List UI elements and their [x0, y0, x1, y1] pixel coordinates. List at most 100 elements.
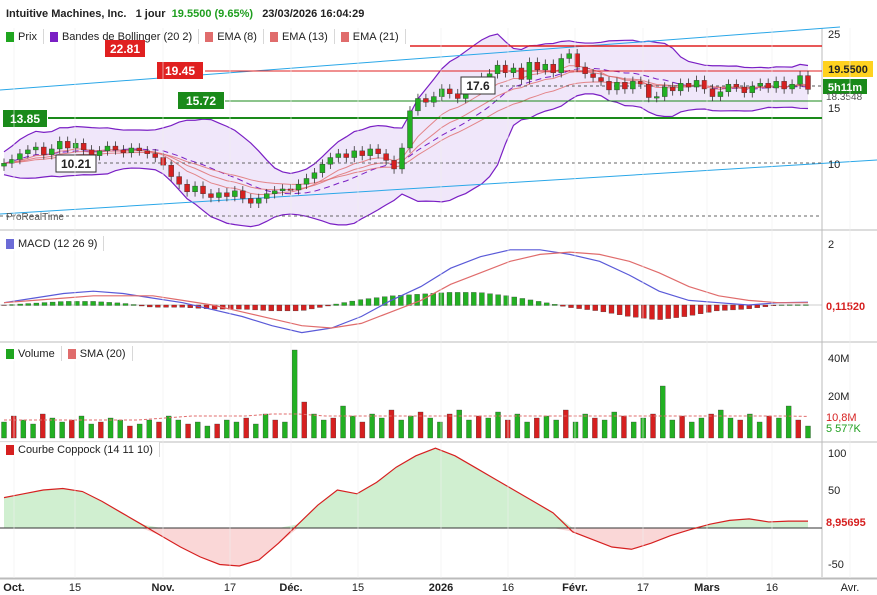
volume-bar [572, 421, 579, 439]
macd-histogram-bar [778, 304, 785, 306]
price-candle [96, 150, 103, 156]
macd-histogram-bar [471, 292, 477, 306]
macd-histogram-bar [762, 304, 769, 307]
legend-label: Prix [18, 30, 37, 43]
price-candle [606, 81, 612, 91]
price-candle [72, 143, 79, 149]
price-candle [80, 143, 87, 151]
legend-label: EMA (13) [281, 30, 328, 43]
level-label-10-21-box [55, 154, 97, 173]
price-candle [423, 98, 429, 103]
volume-bar [601, 419, 608, 439]
price-candle [757, 83, 763, 87]
macd-histogram-bar [568, 304, 574, 308]
countdown: 5h11m [828, 82, 862, 94]
price-candle [542, 63, 549, 71]
volume-bar [543, 415, 550, 439]
coppock-negative-area [4, 528, 808, 566]
price-candle [152, 153, 158, 158]
legend-label: EMA (8) [217, 30, 257, 43]
price-legend: Prix Bandes de Bollinger (20 2) EMA (8) EMA… [0, 28, 406, 45]
price-candle [590, 73, 596, 78]
bollinger-up-line [3, 33, 809, 175]
price-candle [287, 188, 294, 191]
legend-item[interactable]: EMA (13) [264, 29, 335, 44]
macd-histogram-bar [301, 304, 307, 311]
price-candle [630, 81, 636, 90]
price-candle [717, 91, 724, 97]
macd-histogram-bar [673, 304, 679, 318]
macd-histogram-bar [122, 303, 129, 306]
macd-histogram-bar [325, 304, 331, 307]
volume-legend-item[interactable]: Volume [0, 346, 62, 361]
price-candle [773, 81, 779, 89]
macd-histogram-bar [66, 301, 72, 306]
macd-histogram-bar [576, 304, 582, 309]
macd-histogram-bar [787, 304, 793, 306]
macd-histogram-bar [689, 304, 696, 316]
price-candle [9, 159, 15, 164]
volume-bar [69, 419, 75, 439]
legend-label: EMA (21) [352, 30, 399, 43]
price-candle [208, 193, 214, 198]
volume-legend-label: SMA (20) [79, 347, 126, 360]
macd-histogram-bar [714, 304, 720, 312]
volume-legend-swatch [67, 348, 76, 359]
x-axis-label: 16 [502, 582, 514, 594]
volume-legend-item[interactable]: SMA (20) [62, 346, 133, 361]
macd-histogram-bar [438, 292, 445, 306]
price-candle [49, 148, 55, 155]
macd-histogram-bar [527, 299, 534, 306]
price-candle [168, 164, 174, 177]
volume-bar [127, 425, 133, 439]
period[interactable]: 1 jour [135, 8, 166, 20]
price-candle [271, 190, 278, 194]
legend-item[interactable]: Prix [0, 29, 44, 44]
price-candle [263, 193, 270, 199]
volume-bar [253, 423, 259, 439]
price-candle [455, 93, 461, 99]
price-candle [431, 96, 437, 103]
price-candle [383, 153, 389, 161]
price-candle [375, 148, 381, 154]
macd-histogram-bar [147, 304, 153, 308]
price-candle [598, 77, 604, 82]
legend-item[interactable]: EMA (8) [199, 29, 264, 44]
volume-bar [262, 413, 269, 439]
price-candle [25, 149, 31, 154]
macd-histogram-bar [292, 304, 299, 312]
coppock-swatch [6, 444, 14, 455]
volume-bar [49, 417, 56, 439]
price-candle [295, 183, 302, 191]
macd-histogram-bar [657, 304, 663, 320]
volume-bar [621, 415, 627, 439]
price-candle [439, 88, 445, 97]
level-label-22-81: 22.81 [110, 42, 140, 56]
macd-histogram-bar [236, 304, 242, 310]
price-candle [614, 82, 620, 91]
coppock-line [3, 447, 808, 567]
volume-bar [514, 413, 521, 439]
volume-bar [224, 419, 230, 439]
price-candle [494, 64, 501, 74]
macd-histogram-bar [341, 302, 347, 306]
macd-histogram-bar [487, 293, 493, 306]
price-candle [279, 188, 286, 192]
macd-histogram-bar [41, 302, 48, 306]
macd-histogram-bar [730, 304, 736, 311]
macd-histogram-bar [560, 304, 566, 307]
volume-bar [272, 419, 278, 439]
legend-item[interactable]: Bandes de Bollinger (20 2) [44, 29, 200, 44]
trendline-upper [0, 26, 841, 91]
legend-item[interactable]: EMA (21) [335, 29, 406, 44]
volume-bar [330, 417, 336, 439]
price-change: 19.5500 (9.65%) [171, 8, 254, 20]
volume-bar [291, 349, 298, 439]
x-axis-label: Févr. [562, 582, 588, 594]
price-candle [781, 81, 787, 90]
volume-bar [727, 417, 734, 439]
macd-line [3, 249, 809, 334]
price-candle [677, 83, 684, 92]
macd-histogram-bar [665, 304, 671, 319]
